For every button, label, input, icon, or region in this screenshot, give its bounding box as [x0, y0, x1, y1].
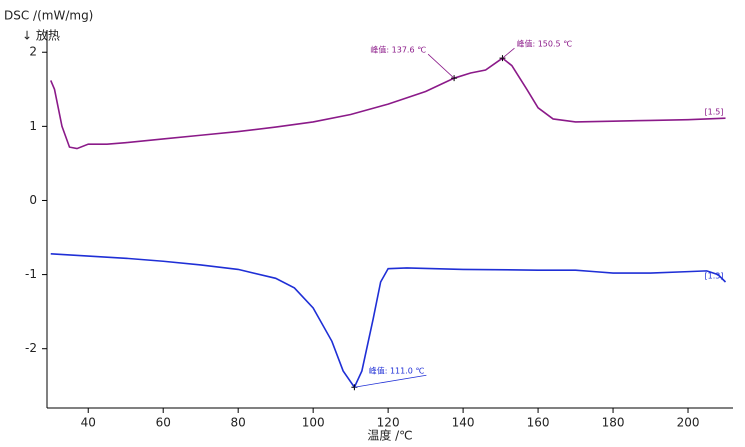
y-tick-label: -1: [25, 267, 37, 281]
x-tick-label: 160: [527, 416, 550, 430]
y-axis-label: DSC /(mW/mg): [4, 9, 93, 23]
annotation: 峰值: 137.6 ℃: [370, 45, 426, 55]
x-tick-label: 40: [81, 416, 96, 430]
peak-marker: [451, 75, 458, 82]
leader-line: [502, 47, 515, 59]
y-tick-label: 0: [29, 193, 37, 207]
series-label: [1.5]: [705, 108, 724, 117]
series-line: [50, 57, 726, 150]
x-tick-label: 200: [677, 416, 700, 430]
x-tick-label: 60: [156, 416, 171, 430]
annotation: 峰值: 150.5 ℃: [516, 39, 572, 49]
leader-line: [427, 53, 455, 79]
x-tick-label: 120: [377, 416, 400, 430]
annotation: 峰值: 111.0 ℃: [369, 366, 425, 376]
series-line: [50, 253, 727, 389]
x-tick-label: 100: [302, 416, 325, 430]
x-axis-label: 温度 /℃: [367, 428, 412, 443]
y-tick-label: 2: [29, 45, 37, 59]
x-tick-label: 140: [452, 416, 475, 430]
series-label: [1.3]: [705, 272, 724, 281]
y-tick-label: 1: [29, 119, 37, 133]
x-tick-label: 80: [231, 416, 246, 430]
x-tick-label: 180: [602, 416, 625, 430]
leader-line: [354, 374, 427, 388]
y-tick-label: -2: [25, 341, 37, 355]
y-axis-note: ↓ 放热: [22, 28, 60, 43]
